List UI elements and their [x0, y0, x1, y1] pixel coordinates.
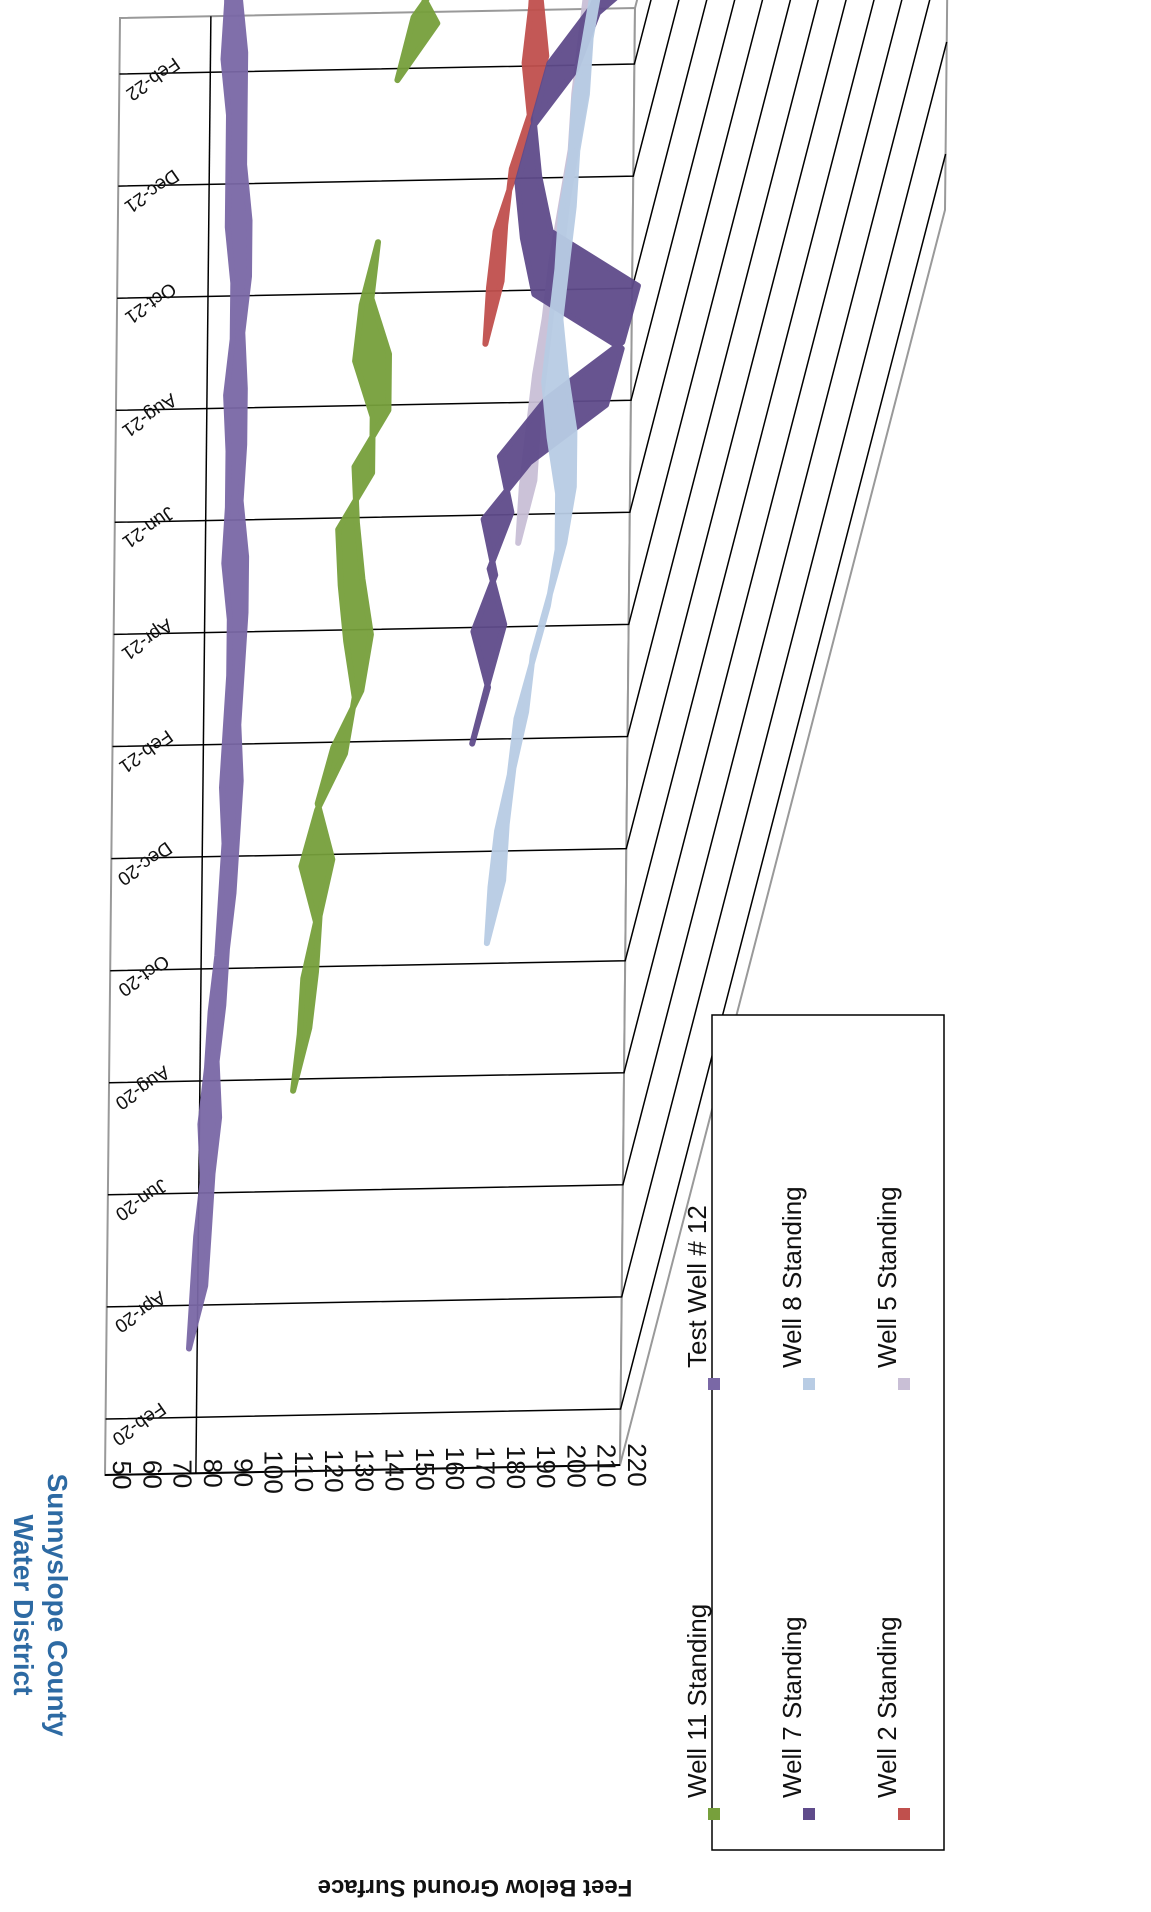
series-ribbon [394, 0, 441, 84]
logo-line-1: Sunnyslope County [42, 1474, 73, 1737]
series-ribbon [186, 0, 253, 1352]
chart-gridlines [105, 0, 948, 1474]
legend-label: Well 11 Standing [682, 1604, 712, 1798]
floor [619, 0, 949, 1466]
chart-series [186, 0, 641, 1352]
y-tick-label: 160 [440, 1447, 470, 1490]
legend-label: Well 5 Standing [872, 1186, 902, 1368]
y-tick-label: 100 [258, 1450, 288, 1493]
legend-label: Well 7 Standing [777, 1616, 807, 1798]
series-ribbon [482, 0, 550, 347]
y-tick-label: 50 [107, 1461, 137, 1490]
series-ribbon [483, 0, 601, 947]
y-tick-label: 90 [228, 1458, 258, 1487]
gridline [105, 153, 947, 1420]
y-tick-label: 130 [349, 1449, 379, 1492]
gridline [115, 0, 736, 412]
legend-label: Well 2 Standing [872, 1616, 902, 1798]
gridline [119, 0, 652, 75]
gridline [112, 0, 820, 748]
gridline [106, 41, 948, 1308]
y-tick-label: 200 [561, 1444, 591, 1487]
legend-box [711, 1014, 945, 1851]
y-tick-label: 60 [137, 1460, 167, 1489]
gridline [111, 0, 847, 860]
gridline [110, 0, 875, 972]
y-tick-label: 110 [289, 1451, 319, 1492]
series-ribbon [290, 239, 392, 1094]
legend-label: Well 8 Standing [777, 1186, 807, 1368]
legend-swatch [803, 1378, 815, 1390]
y-tick-label: 170 [471, 1446, 501, 1489]
y-tick-label: 120 [319, 1449, 349, 1492]
gridline [118, 0, 680, 187]
legend-swatch [708, 1808, 720, 1820]
logo-line-2: Water District [8, 1514, 39, 1695]
y-tick-label: 190 [531, 1445, 561, 1488]
y-tick-label: 210 [592, 1444, 622, 1487]
gridline [107, 0, 931, 1196]
y-axis-line [104, 1464, 621, 1476]
chart-legend: Well 2 Standing Well 5 Standing Well 7 Sta… [682, 1014, 945, 1851]
y-tick-label: 80 [198, 1459, 228, 1488]
rotated-plot: 50 60 70 80 90 100 110 120 130 140 150 160 170 180 190… [103, 0, 949, 1901]
y-tick-label: 150 [410, 1447, 440, 1490]
gridline [108, 0, 903, 1084]
legend-swatch [898, 1808, 910, 1820]
y-axis-title: Feet Below Ground Surface [318, 1874, 633, 1901]
y-tick-label: 220 [622, 1443, 652, 1486]
legend-swatch [708, 1378, 720, 1390]
y-tick-label: 180 [501, 1446, 531, 1489]
y-axis-ticks: 50 60 70 80 90 100 110 120 130 140 150 160 170 180 190… [107, 1443, 652, 1494]
legend-swatch [898, 1378, 910, 1390]
gridline [114, 0, 764, 524]
series-ribbon [469, 0, 641, 747]
y-tick-label: 70 [168, 1459, 198, 1488]
legend-label: Test Well # 12 [682, 1205, 712, 1368]
gridline [113, 0, 792, 636]
district-logo: Sunnyslope County Water District [8, 1474, 73, 1737]
y-tick-label: 140 [380, 1448, 410, 1491]
legend-swatch [803, 1808, 815, 1820]
